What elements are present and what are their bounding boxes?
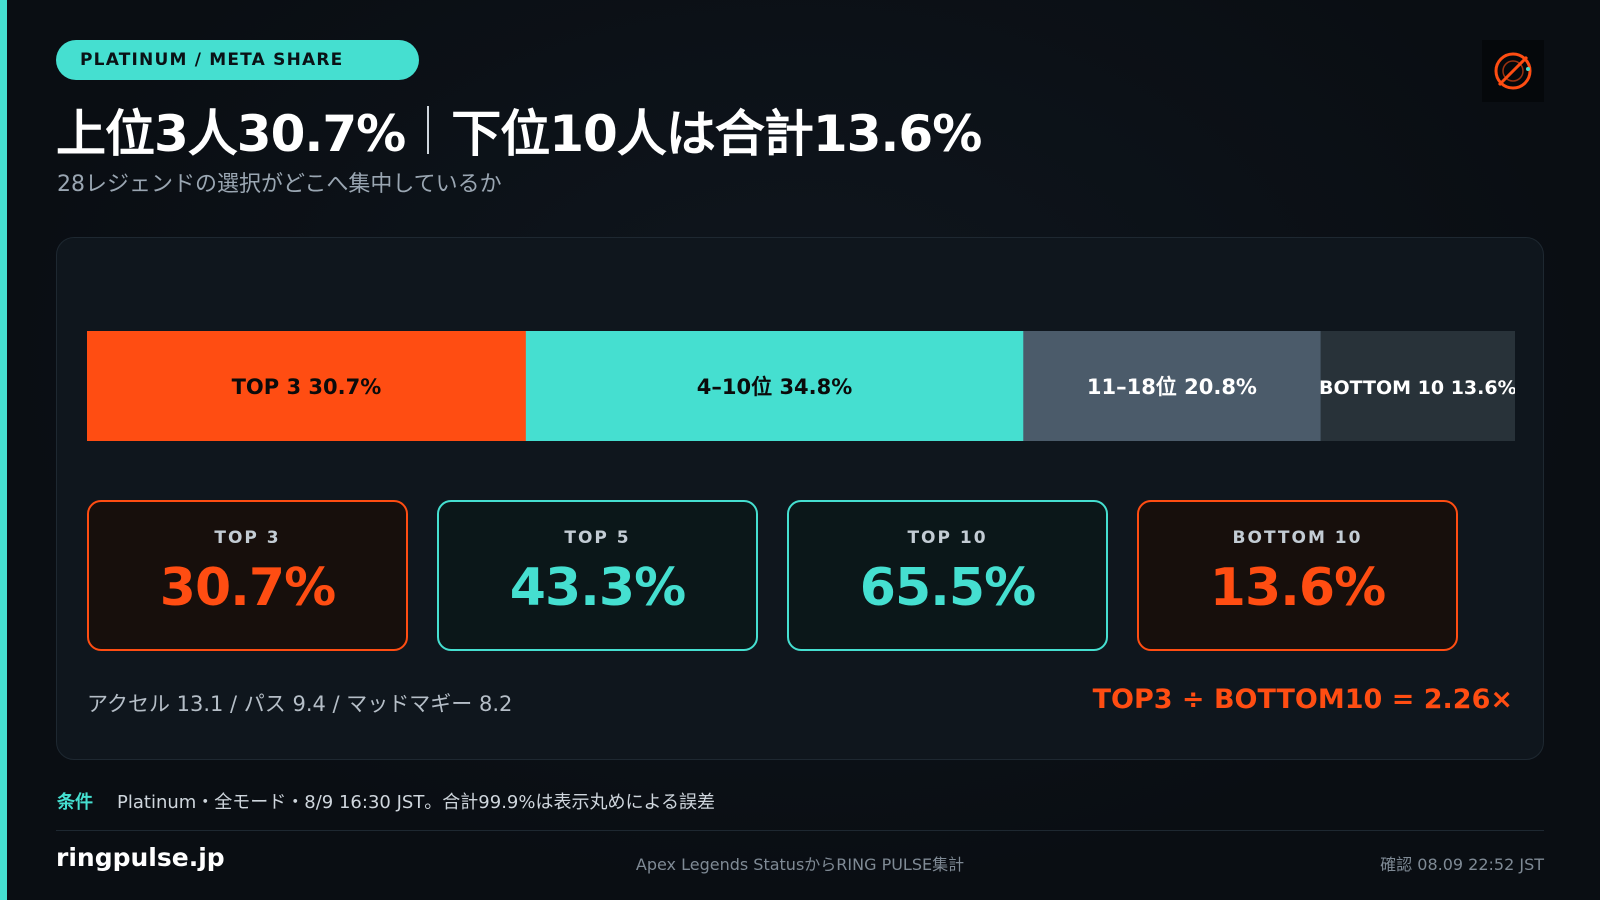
card-bottom10: BOTTOM 10 13.6% bbox=[1137, 500, 1458, 651]
card-value: 13.6% bbox=[1209, 558, 1386, 618]
stacked-bar-svg: TOP 3 30.7% 4–10位 34.8% 11–18位 20.8% BOTTOM… bbox=[87, 331, 1515, 441]
category-badge: PLATINUM / META SHARE bbox=[56, 40, 419, 80]
bar-segment-3 bbox=[1023, 331, 1322, 441]
card-label: TOP 10 bbox=[907, 528, 988, 548]
bar-segment-1 bbox=[87, 331, 527, 441]
left-accent-bar bbox=[0, 0, 7, 900]
data-source: Apex Legends StatusからRING PULSE集計 bbox=[635, 855, 965, 874]
card-value: 65.5% bbox=[859, 558, 1036, 618]
card-value: 43.3% bbox=[509, 558, 686, 618]
top-legends-note: アクセル 13.1 / パス 9.4 / マッドマギー 8.2 bbox=[87, 692, 513, 716]
card-label: BOTTOM 10 bbox=[1232, 528, 1363, 548]
headline-separator bbox=[427, 106, 430, 154]
bar-segment-label-4: BOTTOM 10 13.6% bbox=[1319, 377, 1515, 399]
subtitle: 28レジェンドの選択がどこへ集中しているか bbox=[57, 172, 502, 197]
stacked-bar-chart: TOP 3 30.7% 4–10位 34.8% 11–18位 20.8% BOTTOM… bbox=[87, 331, 1515, 441]
condition-text: Platinum・全モード・8/9 16:30 JST。合計99.9%は表示丸め… bbox=[117, 792, 715, 813]
condition-key: 条件 bbox=[57, 792, 93, 813]
card-label: TOP 3 bbox=[214, 528, 281, 548]
bar-segment-2 bbox=[525, 331, 1024, 441]
headline-left: 上位3人30.7% bbox=[56, 105, 406, 163]
bar-segment-4 bbox=[1320, 331, 1515, 441]
bar-segment-label-1: TOP 3 30.7% bbox=[232, 375, 382, 399]
ring-target-logo-icon bbox=[1482, 40, 1544, 102]
bar-segment-label-3: 11–18位 20.8% bbox=[1087, 375, 1257, 399]
card-top3: TOP 3 30.7% bbox=[87, 500, 408, 651]
card-top5: TOP 5 43.3% bbox=[437, 500, 758, 651]
card-value: 30.7% bbox=[159, 558, 336, 618]
card-top10: TOP 10 65.5% bbox=[787, 500, 1108, 651]
ratio-callout: TOP3 ÷ BOTTOM10 = 2.26× bbox=[1092, 684, 1513, 715]
site-domain: ringpulse.jp bbox=[56, 843, 225, 872]
headline-right: 下位10人は合計13.6% bbox=[451, 105, 982, 163]
card-label: TOP 5 bbox=[564, 528, 631, 548]
headline: 上位3人30.7% 下位10人は合計13.6% bbox=[56, 94, 982, 166]
timestamp: 確認 08.09 22:52 JST bbox=[1380, 855, 1544, 874]
bar-segment-label-2: 4–10位 34.8% bbox=[697, 375, 853, 399]
footer-divider bbox=[56, 830, 1544, 831]
condition-line: 条件 Platinum・全モード・8/9 16:30 JST。合計99.9%は表… bbox=[57, 788, 715, 814]
chart-panel: TOP 3 30.7% 4–10位 34.8% 11–18位 20.8% BOTTOM… bbox=[56, 237, 1544, 760]
